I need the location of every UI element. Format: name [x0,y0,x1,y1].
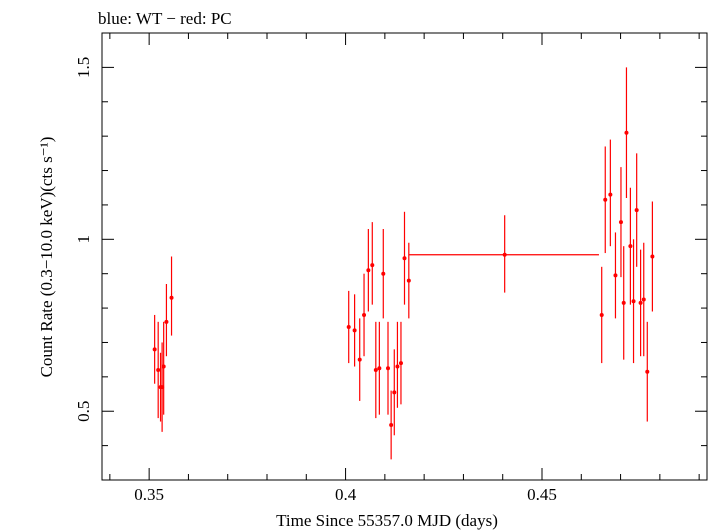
point-marker [624,130,629,135]
point-marker [628,244,633,249]
data-point [346,290,351,364]
point-marker [169,295,174,300]
data-point [362,273,367,357]
point-marker [377,366,382,371]
point-marker [352,328,357,333]
data-point [402,211,407,305]
x-axis: 0.35 0.4 0.45 [109,33,700,504]
point-marker [398,361,403,366]
data-point [650,201,655,312]
x-axis-label: Time Since 55357.0 MJD (days) [276,511,498,530]
point-marker [608,192,613,197]
data-point [381,228,386,319]
data-point [641,242,646,357]
data-point [631,239,636,364]
point-marker [164,319,169,324]
point-marker [603,197,608,202]
point-marker [618,220,623,225]
point-marker [395,364,400,369]
point-marker [502,252,507,257]
point-marker [156,367,161,372]
data-point [389,390,394,460]
point-marker [381,271,386,276]
y-tick-label: 1 [74,235,93,244]
point-marker [357,357,362,362]
data-point [624,67,629,199]
data-point [406,242,411,319]
y-tick-label: 0.5 [74,401,93,422]
x-tick-label: 0.45 [527,485,557,504]
data-point [409,215,599,293]
data-point [398,321,403,405]
point-marker [392,390,397,395]
data-point [169,256,174,336]
point-marker [645,369,650,374]
point-marker [373,367,378,372]
point-marker [389,422,394,427]
point-marker [346,324,351,329]
point-marker [366,268,371,273]
data-point [628,187,633,305]
data-point [161,321,166,415]
point-marker [386,366,390,371]
point-marker [406,278,411,283]
data-point [395,321,400,408]
x-tick-label: 0.35 [134,485,164,504]
x-tick-label: 0.4 [335,485,357,504]
data-point [621,246,626,360]
point-marker [152,347,157,352]
point-marker [650,254,655,259]
chart-title: blue: WT − red: PC [98,9,232,28]
data-point [645,321,650,422]
data-point [386,321,390,415]
point-marker [370,263,375,268]
point-marker [161,364,166,369]
data-point [599,266,604,364]
point-marker [599,312,604,317]
data-point [634,153,639,267]
data-point [618,167,623,278]
point-marker [621,300,626,305]
data-point [352,294,357,367]
data-point [638,249,643,357]
point-marker [631,299,636,304]
y-axis-label: Count Rate (0.3−10.0 keV)(cts s⁻¹) [37,137,56,378]
data-point [608,139,613,247]
data-series [152,67,655,460]
data-point [613,232,618,319]
data-point [366,228,371,312]
plot-frame [101,32,708,481]
point-marker [402,256,407,261]
data-point [373,321,378,419]
data-point [377,321,382,415]
y-tick-label: 1.5 [74,57,93,78]
data-point [392,349,397,436]
data-point [164,284,169,357]
point-marker [638,300,643,305]
y-axis: 0.5 1 1.5 [74,32,707,481]
data-point [370,222,375,305]
data-point [156,321,161,419]
data-point [357,318,362,401]
point-marker [362,312,367,317]
point-marker [634,208,639,213]
data-point [603,146,608,254]
point-marker [613,273,618,278]
data-point [152,314,157,384]
point-marker [641,297,646,302]
